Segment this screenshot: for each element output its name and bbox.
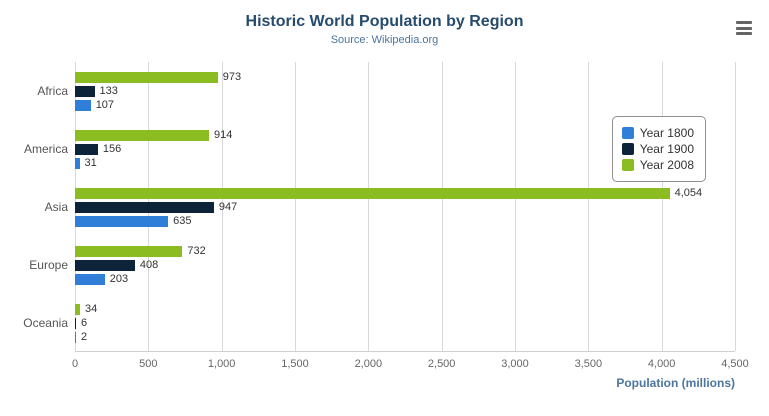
hamburger-line (736, 32, 752, 35)
legend-item-label: Year 1900 (639, 142, 694, 156)
x-axis-title: Population (millions) (616, 376, 735, 390)
bar-africa-year-2008[interactable] (75, 71, 218, 83)
category-label-africa: Africa (37, 84, 68, 98)
chart-title: Historic World Population by Region (245, 13, 524, 30)
x-tick-label: 1,500 (281, 358, 309, 370)
category-label-asia: Asia (44, 200, 68, 214)
bar-oceania-year-1900[interactable] (75, 317, 76, 329)
bar-europe-year-1900[interactable] (75, 259, 135, 271)
bar-europe-year-1800[interactable] (75, 273, 105, 285)
hamburger-line (736, 21, 752, 24)
gridline (441, 62, 443, 351)
x-tick-label: 1,000 (207, 358, 236, 370)
bar-oceania-year-2008[interactable] (75, 303, 80, 315)
x-tick-label: 0 (71, 358, 79, 370)
bar-europe-year-2008[interactable] (75, 245, 183, 257)
legend-item-year-2008[interactable]: Year 2008 (621, 158, 694, 172)
bar-value-label: 156 (102, 142, 122, 155)
bar-value-label: 133 (99, 84, 118, 97)
gridline (295, 62, 296, 351)
bar-africa-year-1900[interactable] (75, 85, 95, 97)
bar-asia-year-1800[interactable] (75, 215, 169, 227)
plot-area: 0 500 1,000 1,500 2,000 2,500 3,000 3,500 4,000 4… (72, 62, 749, 370)
bar-asia-year-2008[interactable] (75, 187, 670, 199)
x-tick-label: 4,500 (721, 358, 749, 370)
category-label-america: America (23, 142, 68, 156)
legend-item-year-1900[interactable]: Year 1900 (621, 142, 694, 156)
chart-subtitle: Source: Wikipedia.org (330, 34, 439, 46)
gridline (515, 62, 516, 351)
gridline (735, 62, 736, 351)
bar-value-label: 34 (84, 302, 98, 315)
category-label-oceania: Oceania (23, 316, 68, 330)
bar-africa-year-1800[interactable] (75, 99, 91, 111)
x-tick-label: 500 (139, 358, 158, 370)
bar-america-year-1800[interactable] (75, 157, 80, 169)
x-tick-label: 4,000 (647, 358, 676, 370)
bar-value-label: 2 (81, 330, 88, 343)
hamburger-menu-icon[interactable] (735, 20, 753, 36)
gridline (588, 62, 590, 351)
bar-value-label: 203 (109, 272, 129, 285)
bar-america-year-2008[interactable] (75, 129, 210, 141)
x-tick-label: 2,000 (354, 358, 383, 370)
bar-value-label: 973 (222, 70, 242, 83)
legend-item-year-1800[interactable]: Year 1800 (621, 126, 694, 140)
gridline (221, 62, 223, 351)
bar-value-label: 31 (84, 156, 97, 169)
legend-swatch-icon (621, 159, 634, 171)
category-label-europe: Europe (29, 258, 68, 272)
legend-item-label: Year 2008 (639, 158, 694, 172)
bar-value-label: 914 (214, 128, 233, 141)
bar-oceania-year-1800[interactable] (75, 331, 76, 343)
hamburger-line (736, 26, 752, 30)
bar-value-label: 107 (95, 98, 115, 111)
legend-swatch-icon (621, 143, 634, 155)
legend-item-label: Year 1800 (639, 126, 694, 140)
bar-asia-year-1900[interactable] (75, 201, 214, 213)
bar-america-year-1900[interactable] (75, 143, 98, 155)
x-tick-label: 3,500 (574, 358, 603, 370)
x-tick-label: 3,000 (501, 358, 529, 370)
bar-value-label: 732 (187, 244, 206, 257)
x-tick-label: 2,500 (427, 358, 456, 370)
legend: Year 1800 Year 1900 Year 2008 (611, 116, 706, 182)
bar-value-label: 4,054 (674, 186, 703, 199)
bar-value-label: 635 (173, 214, 192, 227)
bar-value-label: 408 (139, 258, 159, 271)
bar-value-label: 947 (218, 200, 238, 213)
gridline (661, 62, 663, 351)
legend-swatch-icon (621, 127, 634, 139)
bar-value-label: 6 (81, 316, 88, 329)
gridline (368, 62, 370, 351)
